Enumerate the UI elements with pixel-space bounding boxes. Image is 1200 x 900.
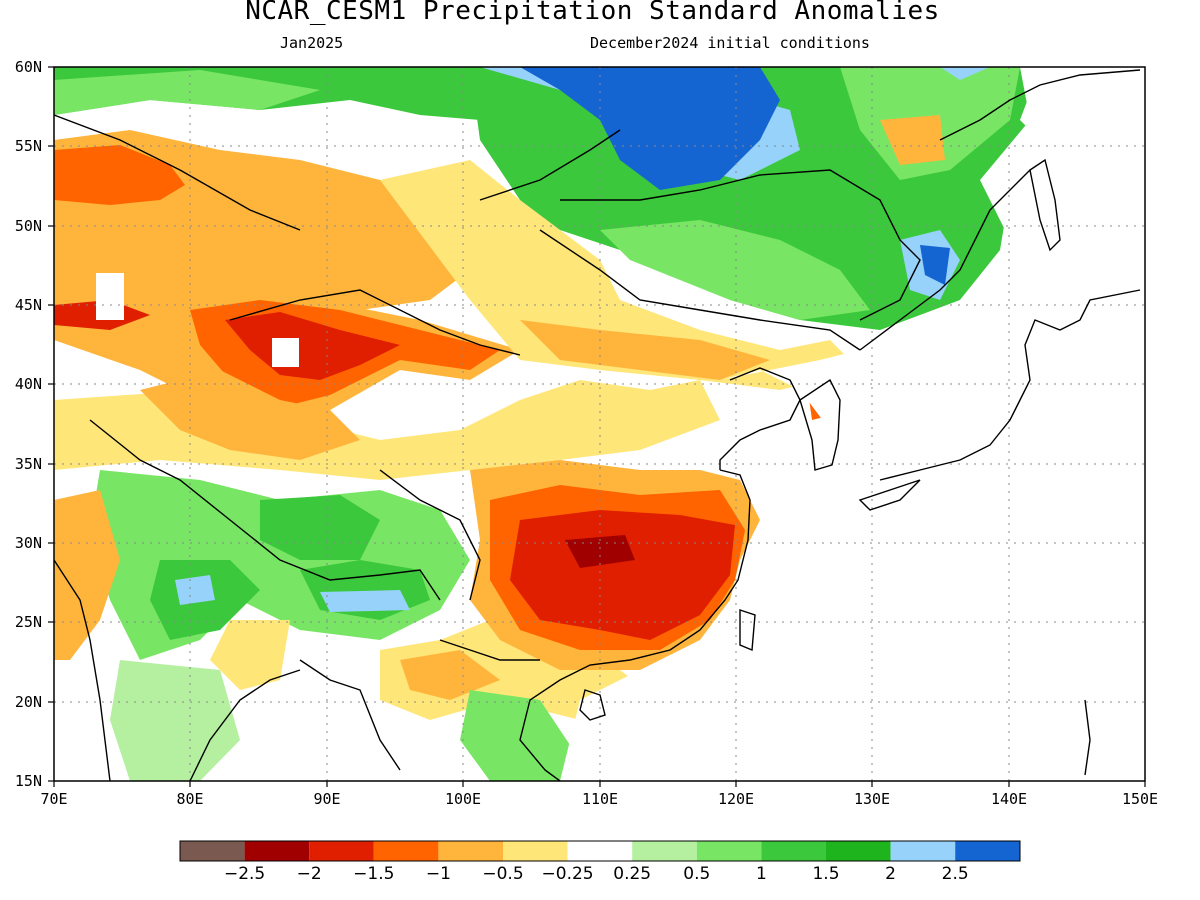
lon-label: 80E: [176, 790, 204, 808]
lon-label: 150E: [1121, 790, 1159, 808]
colorbar-swatch: [632, 841, 697, 861]
lon-label: 70E: [40, 790, 68, 808]
colorbar-label: −0.25: [541, 864, 594, 884]
colorbar-label: 0.25: [613, 864, 652, 884]
lon-label: 110E: [581, 790, 619, 808]
coastlines: [54, 69, 1141, 781]
lat-label: 50N: [14, 217, 42, 235]
colorbar-label: −2: [296, 864, 322, 884]
colorbar-swatch: [244, 841, 310, 861]
colorbar-label: 0.5: [683, 864, 711, 884]
lon-label: 140E: [990, 790, 1028, 808]
colorbar-swatch: [567, 841, 633, 861]
lat-label: 45N: [14, 296, 42, 314]
colorbar-label: −0.5: [482, 864, 524, 884]
initial-conditions: December2024 initial conditions: [590, 34, 870, 52]
colorbar-swatch: [761, 841, 826, 861]
colorbar-label: 2: [885, 864, 896, 884]
colorbar-label: 2.5: [941, 864, 969, 884]
lat-label: 40N: [14, 375, 42, 393]
colorbar-swatch: [826, 841, 891, 861]
colorbar-swatch: [696, 841, 762, 861]
forecast-month: Jan2025: [280, 34, 344, 52]
anomaly-field: [54, 67, 1145, 781]
axis-ticks: [48, 66, 1146, 787]
lat-label: 25N: [14, 613, 42, 631]
lat-label: 60N: [14, 58, 42, 76]
lat-label: 20N: [14, 693, 42, 711]
lat-label: 15N: [14, 772, 42, 790]
lon-label: 90E: [313, 790, 341, 808]
lat-label: 30N: [14, 534, 42, 552]
lon-label: 120E: [717, 790, 755, 808]
lon-label: 130E: [853, 790, 891, 808]
colorbar-swatch: [503, 841, 568, 861]
lat-label: 55N: [14, 137, 42, 155]
colorbar-swatch: [309, 841, 374, 861]
colorbar-swatch: [890, 841, 956, 861]
colorbar-swatch: [373, 841, 439, 861]
colorbar-label: −1.5: [353, 864, 395, 884]
colorbar-label: −2.5: [223, 864, 266, 884]
colorbar-swatch: [180, 841, 245, 861]
colorbar-label: −1: [425, 864, 451, 884]
colorbar-swatch: [438, 841, 503, 861]
colorbar: [179, 840, 1021, 862]
map-grid: [54, 67, 1145, 781]
lat-label: 35N: [14, 455, 42, 473]
colorbar-label: 1: [755, 864, 767, 884]
colorbar-swatch: [955, 841, 1020, 861]
colorbar-label: 1.5: [812, 864, 840, 884]
lon-label: 100E: [444, 790, 482, 808]
map-title: NCAR_CESM1 Precipitation Standard Anomal…: [245, 0, 940, 26]
